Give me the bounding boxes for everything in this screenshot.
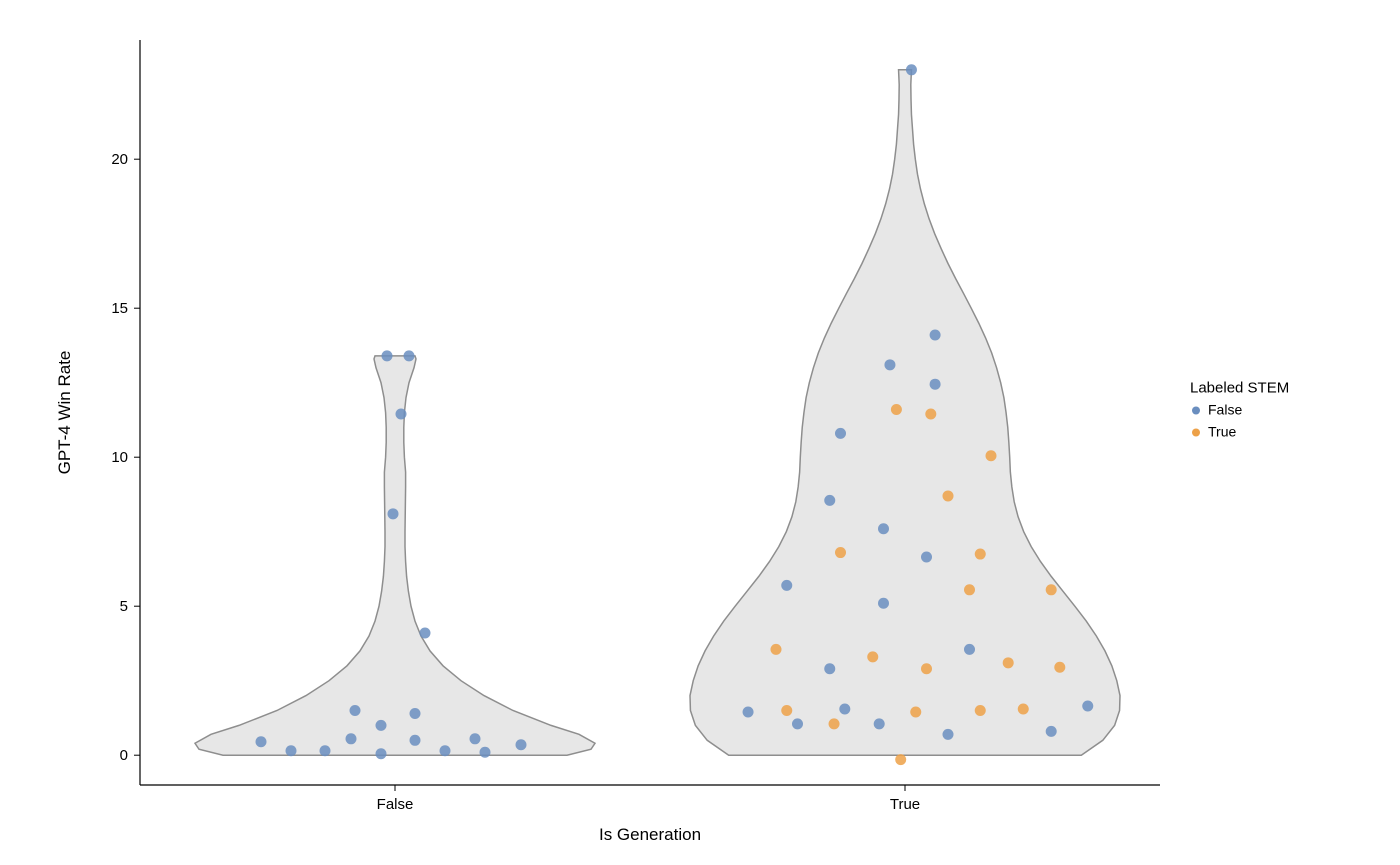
data-point: [480, 747, 491, 758]
data-point: [975, 549, 986, 560]
y-tick-label: 5: [120, 598, 128, 615]
legend-item-label: False: [1208, 402, 1242, 418]
data-point: [1018, 704, 1029, 715]
data-point: [878, 598, 889, 609]
x-tick-label: True: [890, 796, 920, 813]
data-point: [835, 547, 846, 558]
data-point: [829, 718, 840, 729]
legend-title: Labeled STEM: [1190, 380, 1289, 397]
legend-item-label: True: [1208, 424, 1236, 440]
x-tick-label: False: [377, 796, 414, 813]
data-point: [964, 584, 975, 595]
y-tick-label: 10: [111, 449, 128, 466]
data-point: [516, 739, 527, 750]
legend-marker: [1192, 429, 1200, 437]
data-point: [986, 450, 997, 461]
data-point: [346, 733, 357, 744]
data-point: [388, 508, 399, 519]
data-point: [256, 736, 267, 747]
data-point: [1003, 657, 1014, 668]
data-point: [895, 754, 906, 765]
violin-chart: 0 5 10 15 20 GPT-4 Win Rate False True Is Genera…: [0, 0, 1400, 865]
data-point: [910, 706, 921, 717]
data-point: [286, 745, 297, 756]
data-point: [350, 705, 361, 716]
y-tick-label: 15: [111, 300, 128, 317]
data-point: [884, 359, 895, 370]
data-point: [743, 706, 754, 717]
data-point: [867, 651, 878, 662]
data-point: [906, 64, 917, 75]
data-point: [781, 705, 792, 716]
data-point: [824, 663, 835, 674]
data-point: [404, 350, 415, 361]
data-point: [470, 733, 481, 744]
data-point: [1054, 662, 1065, 673]
data-point: [382, 350, 393, 361]
data-point: [410, 708, 421, 719]
data-point: [930, 379, 941, 390]
data-point: [835, 428, 846, 439]
data-point: [320, 745, 331, 756]
data-point: [771, 644, 782, 655]
data-point: [396, 408, 407, 419]
data-point: [921, 663, 932, 674]
data-point: [930, 330, 941, 341]
data-point: [891, 404, 902, 415]
data-point: [839, 704, 850, 715]
data-point: [781, 580, 792, 591]
data-point: [975, 705, 986, 716]
data-point: [824, 495, 835, 506]
data-point: [1046, 584, 1057, 595]
data-point: [878, 523, 889, 534]
data-point: [1046, 726, 1057, 737]
data-point: [921, 552, 932, 563]
data-point: [943, 729, 954, 740]
data-point: [410, 735, 421, 746]
data-point: [376, 748, 387, 759]
x-axis-label: Is Generation: [599, 825, 701, 844]
y-axis-label: GPT-4 Win Rate: [55, 351, 74, 475]
data-point: [964, 644, 975, 655]
data-point: [874, 718, 885, 729]
data-point: [1082, 701, 1093, 712]
data-point: [943, 490, 954, 501]
data-point: [376, 720, 387, 731]
y-tick-label: 20: [111, 151, 128, 168]
data-point: [420, 628, 431, 639]
legend-marker: [1192, 407, 1200, 415]
data-point: [925, 408, 936, 419]
data-point: [792, 718, 803, 729]
data-point: [440, 745, 451, 756]
y-tick-label: 0: [120, 747, 128, 764]
